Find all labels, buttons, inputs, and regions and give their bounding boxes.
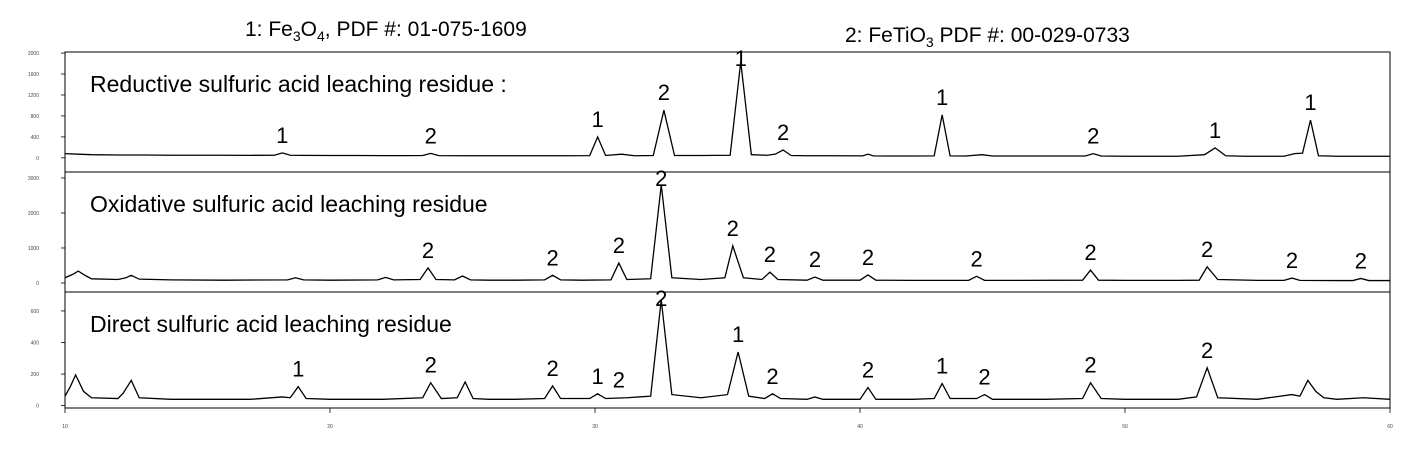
legend-sub: 4 [317,28,325,44]
peak-label: 2 [862,245,874,270]
panel-title: Oxidative sulfuric acid leaching residue [90,191,488,217]
peak-label: 2 [777,120,789,145]
y-tick-label: 0 [36,156,39,162]
peak-label: 2 [613,368,625,393]
y-tick-label: 0 [36,281,39,287]
peak-label: 2 [970,246,982,271]
peak-label: 2 [1201,338,1213,363]
peak-label: 2 [727,216,739,241]
peak-label: 2 [1286,248,1298,273]
peak-label: 2 [655,166,667,191]
peak-label: 2 [425,123,437,148]
legend-1: 1: Fe3O4, PDF #: 01-075-1609 [245,18,527,44]
y-tick-label: 2000 [28,51,39,57]
peak-label: 2 [978,365,990,390]
peak-label: 1 [936,85,948,110]
pattern-line [64,299,1391,400]
panel-title: Reductive sulfuric acid leaching residue… [90,71,507,97]
x-tick-label: 20 [327,424,333,430]
peak-label: 2 [422,238,434,263]
peak-label: 2 [764,242,776,267]
y-tick-label: 400 [31,135,40,141]
peak-label: 2 [425,353,437,378]
peak-label: 2 [1201,237,1213,262]
x-tick-label: 30 [592,424,598,430]
peak-label: 1 [1209,118,1221,143]
peak-label: 1 [1304,90,1316,115]
x-tick-label: 60 [1387,424,1393,430]
legend-sub: 3 [926,34,934,50]
legend-text: 2: FeTiO [845,24,926,47]
peak-label: 1 [592,107,604,132]
peak-label: 1 [732,322,744,347]
peak-label: 2 [766,364,778,389]
legend-text: PDF #: 00-029-0733 [934,24,1130,47]
peak-label: 1 [276,123,288,148]
peak-label: 2 [546,245,558,270]
legend-text: , PDF #: 01-075-1609 [325,18,527,41]
panel-frame [64,51,1391,173]
y-tick-label: 1200 [28,93,39,99]
y-tick-label: 0 [36,404,39,410]
pattern-line [64,61,1390,157]
peak-label: 2 [1355,248,1367,273]
peak-label: 2 [809,247,821,272]
y-tick-label: 3000 [28,176,39,182]
peak-label: 2 [1084,353,1096,378]
peak-label: 2 [1084,240,1096,265]
panel-title: Direct sulfuric acid leaching residue [90,311,452,337]
peak-label: 1 [292,357,304,382]
y-tick-label: 800 [31,114,40,120]
peak-label: 1 [936,354,948,379]
x-tick-label: 40 [857,424,863,430]
peak-label: 2 [546,356,558,381]
peak-label: 1 [592,364,604,389]
peak-label: 2 [613,233,625,258]
legend-text: 1: Fe [245,18,293,41]
peak-label: 2 [1087,124,1099,149]
panel-frame [64,291,1391,409]
peak-label: 2 [658,80,670,105]
legend-text: O [301,18,317,41]
legend-sub: 3 [293,28,301,44]
y-tick-label: 1000 [28,246,39,252]
pattern-line [64,184,1390,282]
legend-2: 2: FeTiO3 PDF #: 00-029-0733 [845,24,1130,50]
y-tick-label: 600 [31,309,40,315]
y-tick-label: 400 [31,341,40,347]
y-tick-label: 2000 [28,211,39,217]
peak-label: 2 [655,286,667,311]
y-tick-label: 1600 [28,72,39,78]
x-tick-label: 50 [1122,424,1128,430]
peak-label: 1 [735,46,747,71]
y-tick-label: 200 [31,372,40,378]
x-tick-label: 10 [62,424,68,430]
peak-label: 2 [862,357,874,382]
